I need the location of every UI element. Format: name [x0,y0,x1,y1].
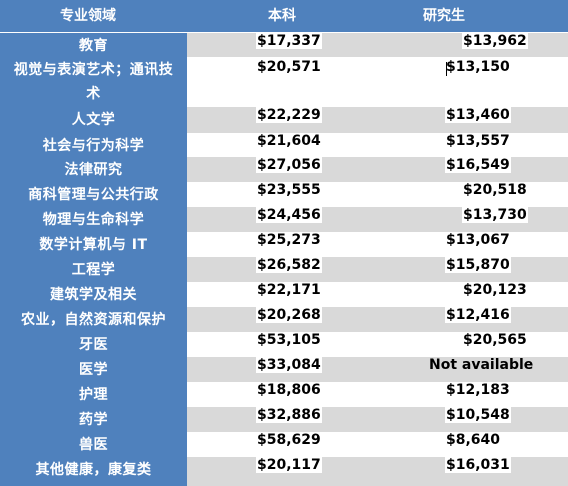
header-field: 专业领域 [60,8,116,24]
table-row: 视觉与表演艺术；通讯技 术 $20,571 $13,150 [0,57,568,107]
undergrad-value: $33,084 [256,357,322,373]
table-row: 物理与生命科学 $24,456 $13,730 [0,207,568,232]
undergrad-value: $25,273 [256,232,322,248]
table-row: 商科管理与公共行政 $23,555 $20,518 [0,182,568,207]
header-undergrad: 本科 [268,8,296,24]
graduate-value: $16,031 [445,457,511,473]
field-name: 建筑学及相关 [50,287,137,303]
field-name-line-2: 术 [86,86,101,102]
graduate-value: $13,730 [462,207,528,223]
table-row: 牙医 $53,105 $20,565 [0,332,568,357]
text-cursor [446,62,447,76]
field-name: 社会与行为科学 [42,138,145,154]
undergrad-value: $17,337 [256,33,322,49]
field-name: 人文学 [71,112,116,128]
graduate-value: $13,460 [445,107,511,123]
graduate-value: $13,067 [445,232,511,248]
table-row: 药学 $32,886 $10,548 [0,407,568,432]
undergrad-value: $22,171 [256,282,322,298]
undergrad-value: $58,629 [256,432,322,448]
graduate-value: $10,548 [445,407,511,423]
field-name: 教育 [79,38,108,54]
graduate-value: $13,962 [462,33,528,49]
field-name: 工程学 [71,262,116,278]
table-row: 人文学 $22,229 $13,460 [0,107,568,133]
field-name: 商科管理与公共行政 [28,187,159,203]
graduate-value: $12,416 [445,307,511,323]
table-row: 其他健康，康复类 $20,117 $16,031 [0,457,568,486]
graduate-value: $16,549 [445,157,511,173]
graduate-value: $13,557 [445,133,511,149]
graduate-value: $20,123 [462,282,528,298]
table-row: 医学 $33,084 Not available [0,357,568,382]
field-column-background [0,33,187,486]
graduate-value: $12,183 [445,382,511,398]
undergrad-value: $32,886 [256,407,322,423]
field-name: 物理与生命科学 [42,212,145,228]
field-name: 药学 [79,412,108,428]
field-name: 医学 [79,362,108,378]
graduate-value: $20,518 [462,182,528,198]
undergrad-value: $18,806 [256,382,322,398]
table-row: 数学计算机与 IT $25,273 $13,067 [0,232,568,257]
graduate-value: $8,640 [445,432,502,448]
undergrad-value: $22,229 [256,107,322,123]
undergrad-value: $53,105 [256,332,322,348]
undergrad-value: $20,571 [256,59,322,75]
undergrad-value: $20,268 [256,307,322,323]
undergrad-value: $26,582 [256,257,322,273]
graduate-value: $15,870 [445,257,511,273]
table-row: 工程学 $26,582 $15,870 [0,257,568,282]
table-row: 建筑学及相关 $22,171 $20,123 [0,282,568,307]
graduate-value: $20,565 [462,332,528,348]
field-name: 法律研究 [64,162,123,178]
table-row: 兽医 $58,629 $8,640 [0,432,568,457]
field-name: 兽医 [79,437,108,453]
field-name: 牙医 [79,337,108,353]
field-name: 其他健康，康复类 [35,462,152,478]
undergrad-value: $27,056 [256,157,322,173]
undergrad-value: $20,117 [256,457,322,473]
table-row: 法律研究 $27,056 $16,549 [0,157,568,182]
undergrad-value: $23,555 [256,182,322,198]
graduate-value: Not available [429,357,534,373]
table-row: 农业，自然资源和保护 $20,268 $12,416 [0,307,568,332]
table-header: 专业领域 本科 研究生 [0,0,568,33]
undergrad-value: $24,456 [256,207,322,223]
field-name-line-1: 视觉与表演艺术；通讯技 [13,62,174,78]
table-row: 社会与行为科学 $21,604 $13,557 [0,133,568,157]
field-name: 数学计算机与 IT [39,237,148,253]
field-name: 护理 [79,387,108,403]
header-graduate: 研究生 [423,8,465,24]
table-row: 护理 $18,806 $12,183 [0,382,568,407]
field-name: 农业，自然资源和保护 [21,312,166,328]
table-row: 教育 $17,337 $13,962 [0,33,568,57]
undergrad-value: $21,604 [256,133,322,149]
graduate-value: $13,150 [445,59,511,75]
